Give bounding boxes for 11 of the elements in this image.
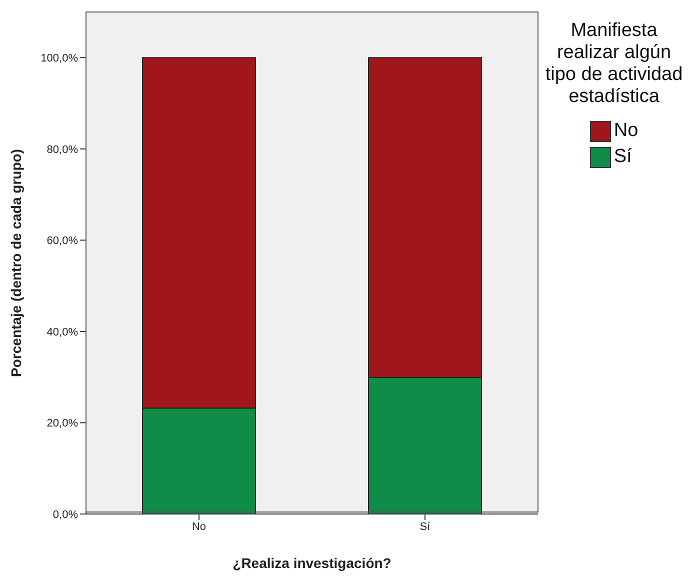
legend-label: Sí bbox=[614, 146, 632, 168]
y-tick-label: 80,0% bbox=[46, 144, 78, 156]
y-tick-label: 60,0% bbox=[46, 235, 78, 248]
legend-title: Manifiesta realizar algún tipo de actividad estadística bbox=[544, 20, 684, 108]
y-tick-label: 0,0% bbox=[52, 508, 78, 521]
y-tick-label: 40,0% bbox=[46, 326, 78, 338]
y-axis-title: Porcentaje (dentro de cada grupo) bbox=[8, 149, 24, 377]
y-tick-label: 20,0% bbox=[46, 418, 78, 430]
legend-label: No bbox=[614, 120, 638, 142]
y-tick-label: 100,0% bbox=[40, 52, 78, 65]
x-axis-title: ¿Realiza investigación? bbox=[232, 555, 392, 571]
